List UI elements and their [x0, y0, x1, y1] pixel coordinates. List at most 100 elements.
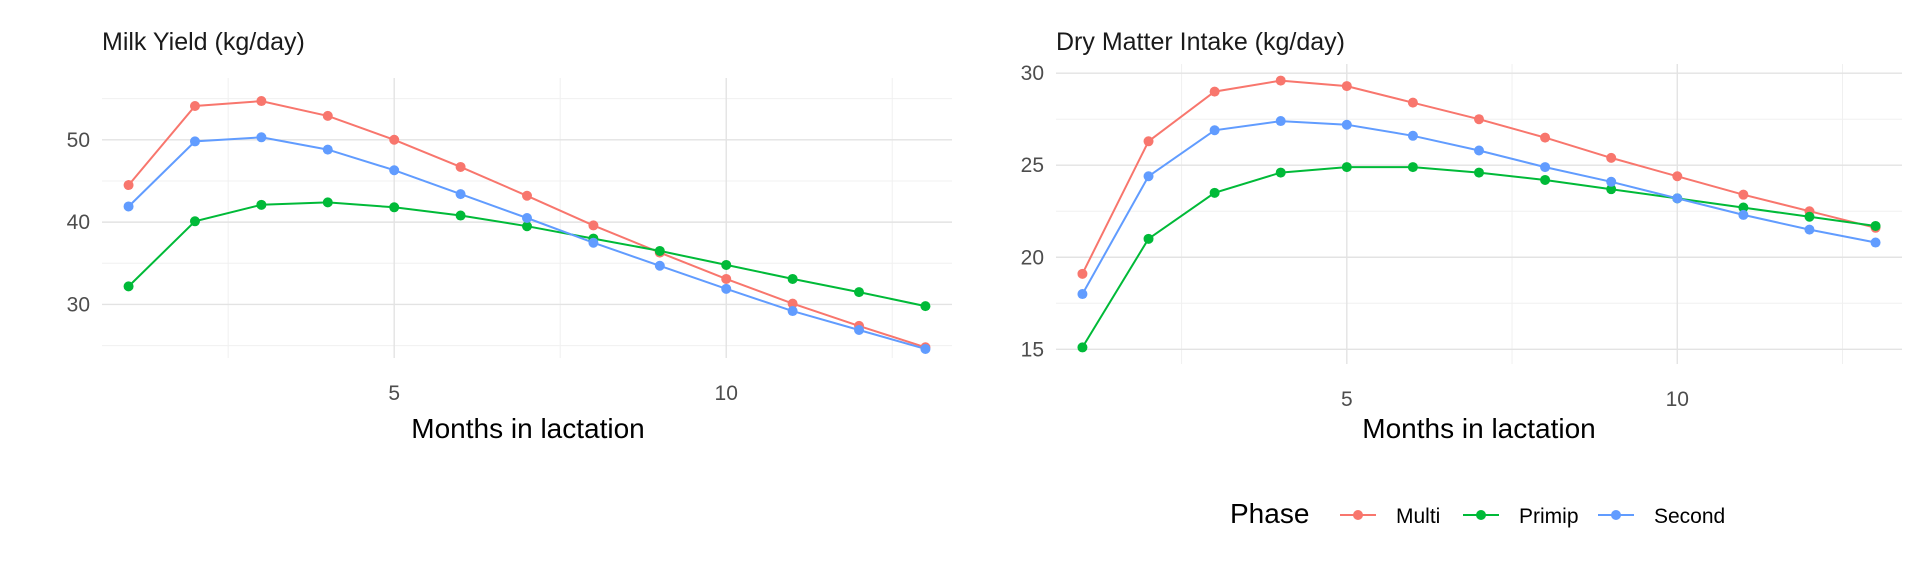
data-point-primip: [256, 199, 267, 210]
data-point-multi: [1672, 171, 1683, 182]
dry-matter-intake-title: Dry Matter Intake (kg/day): [1056, 28, 1345, 56]
data-point-primip: [1738, 202, 1749, 213]
legend-title: Phase: [1230, 498, 1309, 529]
data-point-second: [588, 237, 599, 248]
data-point-second: [920, 343, 931, 354]
data-point-primip: [123, 281, 134, 292]
data-point-multi: [1143, 136, 1154, 147]
data-point-multi: [1738, 189, 1749, 200]
data-point-second: [1341, 119, 1352, 130]
grid-minor: [102, 78, 952, 358]
y-tick-label: 40: [67, 211, 90, 234]
data-point-multi: [1275, 75, 1286, 86]
data-point-second: [123, 201, 134, 212]
data-point-multi: [1077, 268, 1088, 279]
legend-label: Multi: [1396, 505, 1440, 528]
data-point-second: [1275, 116, 1286, 127]
legend-item-multi: Multi: [1340, 505, 1440, 528]
y-tick-label: 20: [1021, 246, 1044, 269]
x-tick-label: 5: [1341, 388, 1353, 411]
data-point-primip: [1341, 162, 1352, 173]
data-point-multi: [588, 220, 599, 231]
legend-key-point: [1611, 510, 1621, 520]
data-point-second: [721, 283, 732, 294]
data-point-multi: [1341, 81, 1352, 92]
data-point-multi: [1606, 152, 1617, 163]
data-point-second: [1474, 145, 1484, 156]
data-point-primip: [189, 216, 200, 227]
data-point-multi: [522, 190, 532, 201]
data-point-second: [654, 260, 665, 271]
legend: Phase Multi Primip Second: [1230, 498, 1725, 529]
data-point-multi: [123, 180, 134, 191]
data-point-primip: [1606, 184, 1617, 195]
data-point-second: [389, 165, 400, 176]
milk-yield-title: Milk Yield (kg/day): [102, 28, 305, 56]
data-point-second: [787, 306, 798, 317]
data-point-second: [189, 136, 200, 147]
dry-matter-intake-panel: Dry Matter Intake (kg/day) 5 10 15202530 …: [1021, 28, 1902, 444]
data-point-primip: [1275, 167, 1286, 178]
data-point-primip: [1407, 162, 1418, 173]
data-point-multi: [721, 273, 732, 284]
legend-key-point: [1353, 510, 1363, 520]
data-point-multi: [389, 134, 400, 145]
series-layer: [1077, 75, 1881, 353]
data-point-multi: [322, 110, 333, 121]
series-layer: [123, 96, 931, 354]
legend-label: Second: [1654, 505, 1725, 528]
data-point-second: [1143, 171, 1154, 182]
data-point-primip: [721, 259, 732, 270]
x-tick-labels: 5 10: [1341, 388, 1689, 411]
grid-major: [1056, 64, 1902, 364]
x-tick-label: 5: [388, 382, 400, 405]
data-point-primip: [1540, 174, 1551, 185]
data-point-multi: [189, 101, 200, 111]
data-point-second: [1407, 130, 1418, 141]
data-point-primip: [787, 273, 798, 284]
data-point-primip: [389, 202, 400, 213]
data-point-primip: [654, 245, 665, 256]
data-point-primip: [322, 197, 333, 208]
y-tick-label: 30: [67, 293, 90, 316]
legend-item-primip: Primip: [1463, 505, 1579, 528]
legend-label: Primip: [1519, 505, 1579, 528]
data-point-multi: [256, 96, 267, 107]
x-tick-label: 10: [715, 382, 738, 405]
data-point-multi: [1540, 132, 1551, 143]
data-point-primip: [1209, 187, 1220, 198]
data-point-second: [1738, 209, 1749, 220]
data-point-second: [256, 132, 267, 143]
data-point-multi: [1474, 114, 1484, 125]
data-point-primip: [1870, 220, 1881, 231]
data-point-primip: [455, 210, 466, 221]
x-axis-label: Months in lactation: [411, 413, 644, 444]
data-point-primip: [920, 301, 931, 312]
y-tick-label: 50: [67, 129, 90, 152]
data-point-second: [1077, 289, 1088, 300]
data-point-multi: [1407, 97, 1418, 108]
x-tick-label: 10: [1666, 388, 1689, 411]
legend-key-point: [1476, 510, 1486, 520]
data-point-multi: [1209, 86, 1220, 97]
y-tick-labels: 30 40 50: [67, 129, 90, 317]
data-point-primip: [1077, 342, 1088, 353]
data-point-second: [1870, 237, 1881, 248]
y-tick-labels: 15 20 25 30: [1021, 62, 1044, 361]
data-point-primip: [522, 221, 532, 232]
milk-yield-panel: Milk Yield (kg/day) 5 10 30 40 50 Months in…: [67, 28, 952, 444]
data-point-primip: [854, 287, 865, 298]
legend-items: Multi Primip Second: [1340, 505, 1725, 528]
y-tick-label: 15: [1021, 338, 1044, 361]
data-point-primip: [1143, 233, 1154, 244]
data-point-multi: [455, 161, 466, 172]
data-point-primip: [1804, 211, 1815, 222]
data-point-second: [322, 144, 333, 155]
data-point-second: [1804, 224, 1815, 235]
x-axis-label: Months in lactation: [1362, 413, 1595, 444]
data-point-primip: [1474, 167, 1484, 178]
y-tick-label: 30: [1021, 62, 1044, 85]
x-tick-labels: 5 10: [388, 382, 738, 405]
